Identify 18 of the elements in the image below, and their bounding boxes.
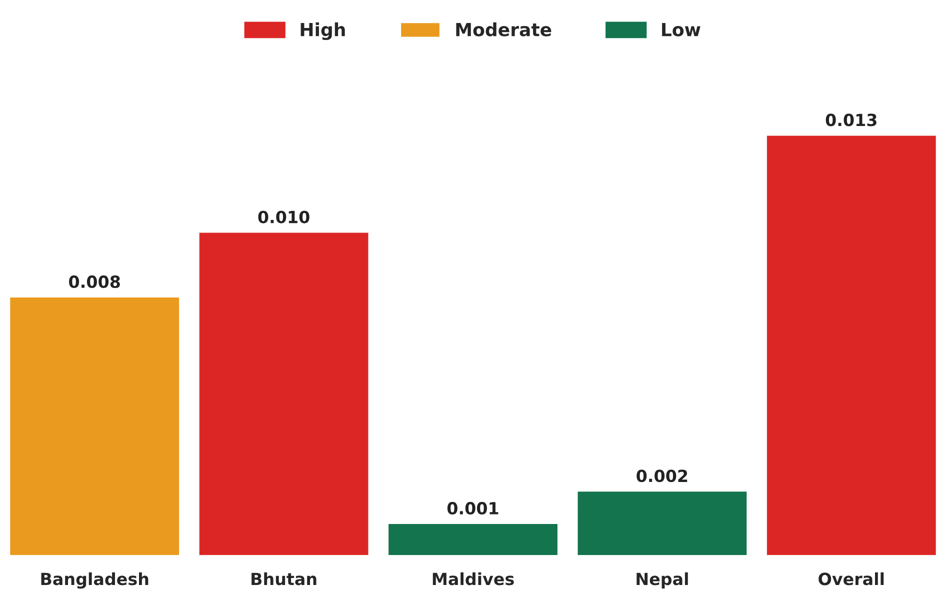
data-label: 0.001 [447, 502, 498, 515]
data-label: 0.008 [69, 275, 120, 288]
data-label: 0.010 [258, 210, 310, 224]
legend-label: Low [662, 22, 700, 36]
x-tick-label: Nepal [636, 572, 688, 588]
x-tick-label: Overall [818, 572, 884, 586]
x-tick-label: Maldives [432, 572, 514, 586]
data-label: 0.002 [636, 470, 688, 482]
bar [576, 490, 748, 556]
x-tick-label: Bhutan [252, 572, 316, 586]
x-tick-label: Bangladesh [41, 572, 148, 589]
bar [198, 231, 370, 556]
legend-label: High [300, 22, 345, 40]
bar [766, 134, 938, 556]
bar [8, 296, 180, 556]
bar [387, 522, 559, 556]
data-label: 0.013 [826, 114, 876, 126]
legend-label: Moderate [456, 22, 552, 36]
